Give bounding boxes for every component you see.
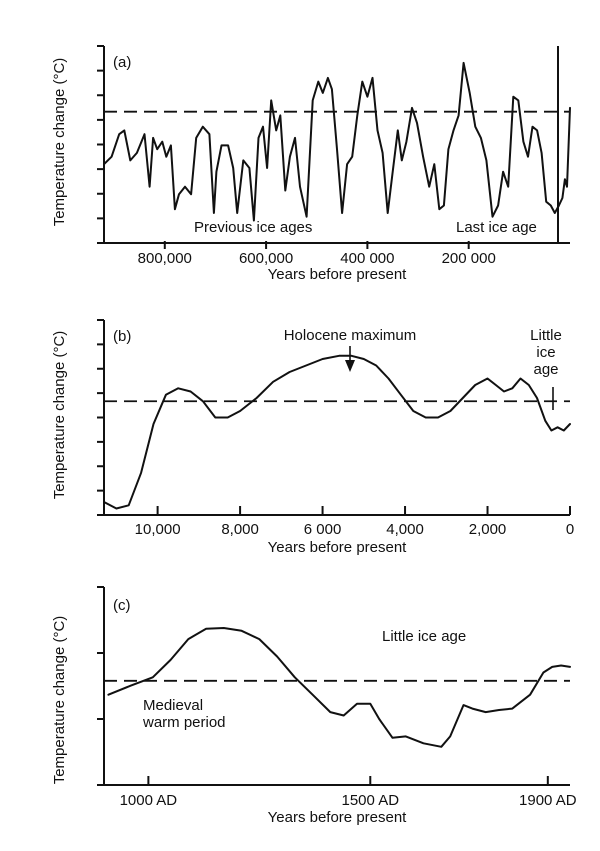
panel-label: (b) [113,328,131,345]
annotation-word: Little [530,327,562,344]
x-tick-label: 1000 AD [120,792,178,809]
panel-a: 800,000 600,000 400 000 200 000 (a) Temperatu… [51,45,571,283]
panel-label: (c) [113,597,131,614]
panel-c: 1000 AD 1500 AD 1900 AD (c) Temperature chan… [51,586,577,826]
x-tick-label: 6 000 [304,521,342,538]
annotation-word: age [533,361,558,378]
x-axis-title: Years before present [268,809,408,826]
panel-label: (a) [113,54,131,71]
annotation-text: Last ice age [456,219,537,236]
x-tick-label: 10,000 [135,521,181,538]
y-axis-title: Temperature change (°C) [51,58,68,227]
temperature-series-line [103,61,571,222]
x-tick-label: 800,000 [138,250,192,267]
x-tick-label: 1500 AD [342,792,400,809]
annotation-line: warm period [142,714,226,731]
x-tick-label: 2,000 [469,521,507,538]
x-tick-label: 8,000 [221,521,259,538]
y-axis-title: Temperature change (°C) [51,331,68,500]
temperature-series-line [107,627,571,748]
x-axis-title: Years before present [268,539,408,556]
annotation-text: Previous ice ages [194,219,312,236]
annotation-text: Holocene maximum [284,327,417,344]
temperature-series-line [103,354,571,510]
x-tick-label: 0 [566,521,574,538]
x-tick-label: 200 000 [442,250,496,267]
x-tick-label: 400 000 [340,250,394,267]
y-axis-title: Temperature change (°C) [51,616,68,785]
annotation-word: ice [536,344,555,361]
annotation-text: Little ice age [382,628,466,645]
x-tick-label: 4,000 [386,521,424,538]
holocene-arrow-head [345,360,355,372]
x-tick-label: 1900 AD [519,792,577,809]
x-tick-label: 600,000 [239,250,293,267]
annotation-little-ice-age: Little ice age [530,327,562,378]
x-axis-title: Years before present [268,266,408,283]
annotation-line: Medieval [143,697,203,714]
panel-b: 10,000 8,000 6 000 4,000 2,000 0 (b) Temperatur… [51,319,574,556]
annotation-medieval-warm-period: Medieval warm period [142,697,226,731]
